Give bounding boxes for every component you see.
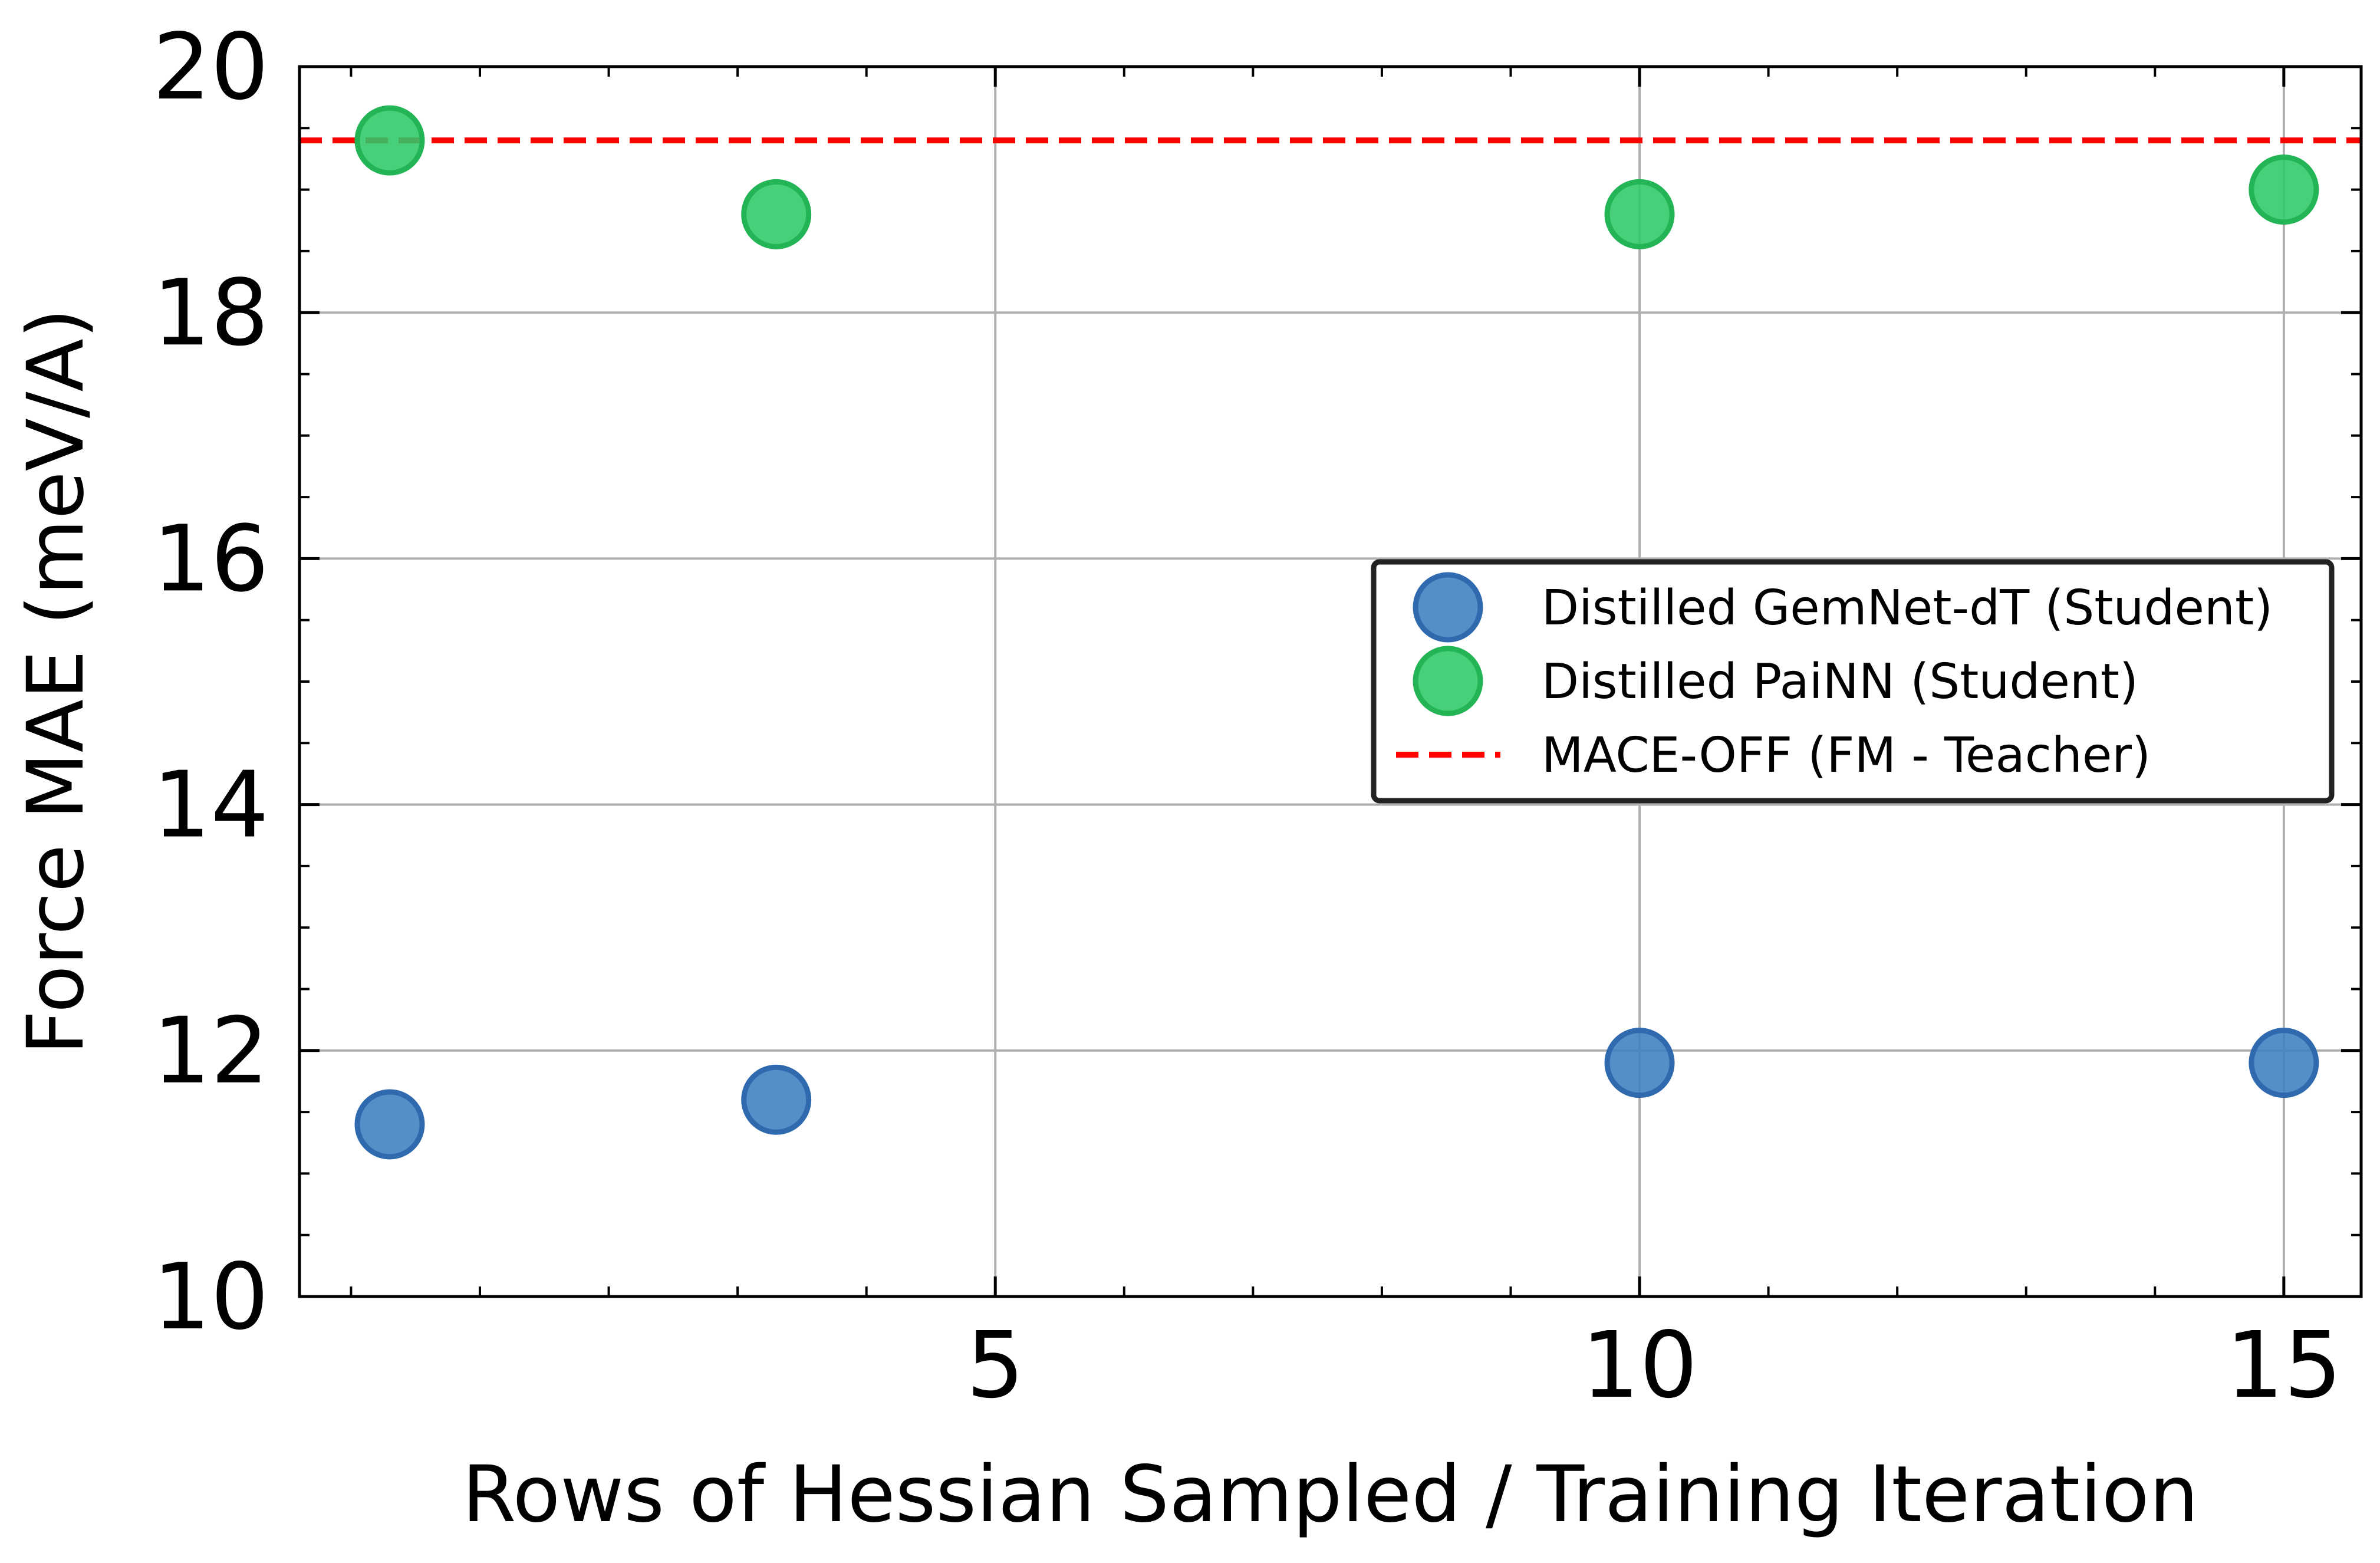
x-axis-title: Rows of Hessian Sampled / Training Itera… [462, 1449, 2198, 1540]
x-tick-labels: 5 10 15 [966, 1312, 2342, 1419]
data-point [741, 1064, 812, 1135]
data-point [1604, 1028, 1675, 1098]
minor-ticks [299, 67, 2361, 1297]
data-point [2249, 154, 2319, 225]
y-axis-title: Force MAE (meV/A) [11, 308, 101, 1055]
y-tick-label: 16 [153, 505, 269, 612]
x-tick-label: 15 [2226, 1312, 2342, 1419]
legend-items: Distilled GemNet-dT (Student) Distilled P… [1396, 572, 2273, 784]
data-point [354, 1089, 425, 1160]
legend-label: MACE-OFF (FM - Teacher) [1542, 728, 2151, 784]
y-tick-label: 14 [153, 752, 269, 858]
y-tick-label: 10 [153, 1243, 269, 1350]
plot-area [299, 105, 2361, 1160]
legend-label: Distilled GemNet-dT (Student) [1542, 580, 2273, 636]
y-tick-label: 18 [153, 259, 269, 366]
x-tick-label: 10 [1581, 1312, 1697, 1419]
legend-marker-circle [1413, 572, 1483, 643]
series-0-points [354, 1028, 2319, 1160]
data-point [2249, 1028, 2319, 1098]
legend: Distilled GemNet-dT (Student) Distilled P… [1371, 559, 2335, 804]
y-tick-labels: 10 12 14 16 18 20 [153, 14, 269, 1350]
data-point [1604, 179, 1675, 249]
legend-label: Distilled PaiNN (Student) [1542, 654, 2138, 710]
y-tick-label: 12 [153, 998, 269, 1104]
legend-box [1371, 559, 2335, 804]
x-tick-label: 5 [966, 1312, 1025, 1419]
data-point [354, 105, 425, 176]
data-point [741, 179, 812, 249]
y-tick-label: 20 [153, 14, 269, 120]
legend-marker-circle [1413, 646, 1483, 716]
series-1-points [354, 105, 2319, 249]
plot-frame [298, 65, 2363, 1298]
